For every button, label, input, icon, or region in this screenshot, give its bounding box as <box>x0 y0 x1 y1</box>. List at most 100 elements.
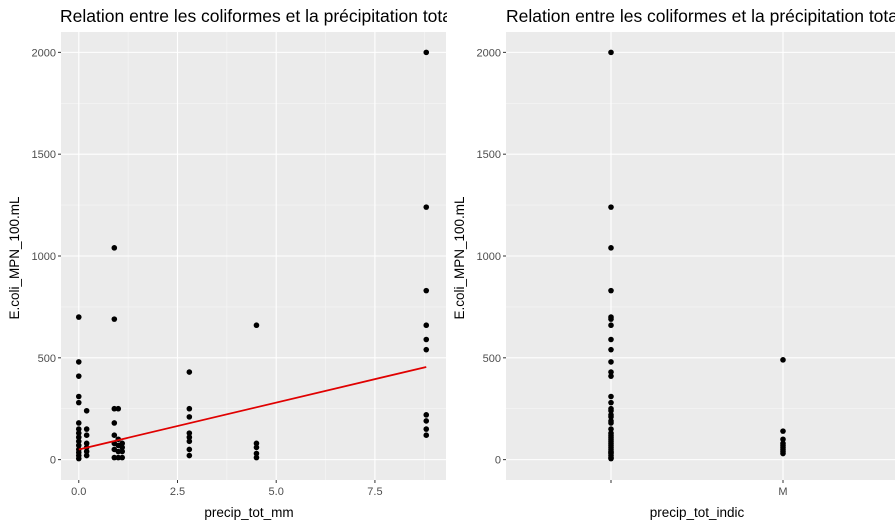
right-data-point <box>608 399 614 406</box>
right-gridlines <box>506 32 895 480</box>
left-y-ticks: 0 500 1000 1500 2000 <box>32 47 61 467</box>
right-data-point <box>608 420 614 426</box>
right-data-point <box>608 359 614 365</box>
right-data-point <box>608 316 614 322</box>
left-data-point <box>111 454 118 461</box>
left-y-tick-label: 0 <box>50 455 56 467</box>
left-data-point <box>115 448 122 455</box>
right-data-point <box>608 369 614 375</box>
left-data-point <box>186 405 193 412</box>
right-x-tick-label: M <box>778 486 787 498</box>
left-data-point <box>75 393 82 400</box>
left-points <box>75 49 430 462</box>
left-x-tick-label: 7.5 <box>367 486 382 498</box>
left-y-tick-label: 1500 <box>32 149 56 161</box>
left-x-tick-label: 5.0 <box>269 486 284 498</box>
left-panel: 0 500 1000 1500 2000 0.0 2.5 5.0 7.5 Relation e… <box>7 6 466 520</box>
left-data-point <box>186 434 193 441</box>
left-gridlines <box>61 32 446 480</box>
left-data-point <box>75 373 82 379</box>
left-x-tick-label: 0.0 <box>71 486 86 498</box>
left-data-point <box>119 440 126 447</box>
left-data-point <box>83 440 90 447</box>
right-data-point <box>780 357 786 363</box>
left-data-point <box>186 430 193 436</box>
left-data-point <box>119 444 126 451</box>
left-data-point <box>75 426 82 432</box>
right-y-tick-label: 1500 <box>477 149 501 161</box>
left-data-point <box>423 287 430 294</box>
right-x-ticks: M <box>610 480 788 498</box>
left-data-point <box>253 444 260 451</box>
left-fit-line <box>78 366 427 451</box>
right-data-point <box>608 49 614 56</box>
left-data-point <box>75 420 82 426</box>
left-data-point <box>75 399 82 406</box>
left-data-point <box>83 452 90 459</box>
left-data-point <box>115 454 122 461</box>
left-data-point <box>75 359 82 365</box>
left-data-point <box>83 432 90 439</box>
left-data-point <box>119 448 126 455</box>
left-data-point <box>83 407 90 414</box>
right-data-point <box>780 450 786 457</box>
left-data-point <box>75 430 82 436</box>
left-data-point <box>111 405 118 412</box>
right-panel: 0 500 1000 1500 2000 M precip_tot_indic E.co… <box>452 32 895 520</box>
left-fit-line-group <box>78 366 427 451</box>
left-data-point <box>186 452 193 459</box>
left-data-point <box>111 316 118 322</box>
right-data-point <box>608 455 614 462</box>
right-y-tick-label: 1000 <box>477 251 501 263</box>
left-data-point <box>111 432 118 439</box>
left-data-point <box>423 418 430 424</box>
left-data-point <box>253 450 260 457</box>
right-y-tick-label: 0 <box>495 455 501 467</box>
left-y-tick-label: 1000 <box>32 251 56 263</box>
left-data-point <box>75 314 82 320</box>
right-data-point <box>608 204 614 210</box>
right-data-point <box>608 287 614 294</box>
right-y-axis-label: E.coli_MPN_100.mL <box>452 196 467 320</box>
left-data-point <box>186 438 193 445</box>
right-data-point <box>608 322 614 329</box>
right-data-point <box>780 436 786 443</box>
left-data-point <box>423 412 430 418</box>
right-y-ticks: 0 500 1000 1500 2000 <box>477 47 506 467</box>
right-data-point <box>780 428 786 434</box>
left-data-point <box>75 455 82 462</box>
left-x-axis-label: precip_tot_mm <box>204 505 293 520</box>
right-data-point <box>608 245 614 251</box>
right-data-point <box>608 414 614 420</box>
left-x-ticks: 0.0 2.5 5.0 7.5 <box>71 480 383 498</box>
left-data-point <box>115 405 122 412</box>
left-data-point <box>423 426 430 432</box>
right-x-axis-label: precip_tot_indic <box>650 505 745 520</box>
left-data-point <box>423 336 430 343</box>
left-data-point <box>423 49 430 56</box>
left-data-point <box>75 438 82 445</box>
right-data-point <box>608 373 614 379</box>
left-data-point <box>75 442 82 449</box>
left-data-point <box>186 446 193 453</box>
right-data-point <box>608 426 614 432</box>
left-data-point <box>253 440 260 447</box>
right-data-point <box>608 336 614 343</box>
left-chart-title: Relation entre les coliformes et la préc… <box>60 6 466 26</box>
left-data-point <box>253 454 260 461</box>
right-data-point <box>608 407 614 414</box>
left-data-point <box>111 245 118 251</box>
left-x-tick-label: 2.5 <box>170 486 185 498</box>
left-data-point <box>423 322 430 329</box>
left-data-point <box>83 448 90 455</box>
right-data-point <box>608 393 614 400</box>
left-data-point <box>423 204 430 210</box>
right-y-tick-label: 2000 <box>477 47 501 59</box>
left-data-point <box>186 369 193 375</box>
left-data-point <box>186 414 193 420</box>
left-y-axis-label: E.coli_MPN_100.mL <box>7 196 22 320</box>
right-data-point <box>608 346 614 353</box>
right-points <box>608 49 786 462</box>
left-data-point <box>111 420 118 426</box>
